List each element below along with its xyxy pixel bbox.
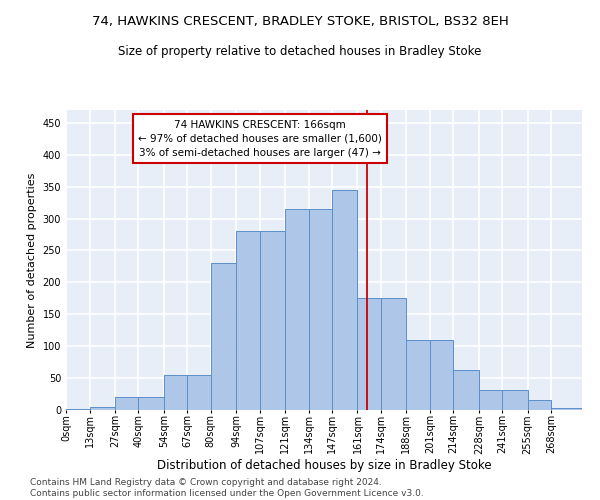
Text: Size of property relative to detached houses in Bradley Stoke: Size of property relative to detached ho…: [118, 45, 482, 58]
Bar: [381, 298, 406, 410]
X-axis label: Distribution of detached houses by size in Bradley Stoke: Distribution of detached houses by size …: [157, 459, 491, 472]
Bar: [211, 263, 236, 410]
Bar: [479, 390, 502, 410]
Bar: [430, 340, 454, 410]
Text: Contains HM Land Registry data © Crown copyright and database right 2024.
Contai: Contains HM Land Registry data © Crown c…: [30, 478, 424, 498]
Bar: [260, 232, 285, 410]
Text: 74, HAWKINS CRESCENT, BRADLEY STOKE, BRISTOL, BS32 8EH: 74, HAWKINS CRESCENT, BRADLEY STOKE, BRI…: [92, 15, 508, 28]
Bar: [89, 407, 115, 410]
Y-axis label: Number of detached properties: Number of detached properties: [27, 172, 37, 348]
Bar: [358, 298, 381, 410]
Bar: [502, 390, 527, 410]
Text: 74 HAWKINS CRESCENT: 166sqm
← 97% of detached houses are smaller (1,600)
3% of s: 74 HAWKINS CRESCENT: 166sqm ← 97% of det…: [138, 120, 382, 158]
Bar: [66, 408, 89, 410]
Bar: [139, 397, 164, 410]
Bar: [187, 375, 211, 410]
Bar: [164, 375, 187, 410]
Bar: [454, 370, 479, 410]
Bar: [406, 340, 430, 410]
Bar: [308, 209, 332, 410]
Bar: [115, 397, 139, 410]
Bar: [332, 190, 358, 410]
Bar: [285, 209, 308, 410]
Bar: [236, 232, 260, 410]
Bar: [551, 408, 582, 410]
Bar: [527, 400, 551, 410]
